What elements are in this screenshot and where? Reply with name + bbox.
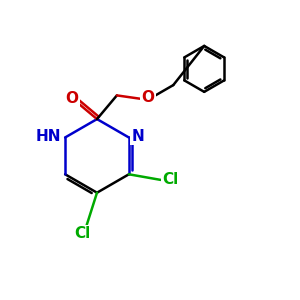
Text: N: N (131, 128, 144, 143)
Text: Cl: Cl (74, 226, 90, 241)
Text: O: O (141, 90, 154, 105)
Text: O: O (66, 91, 79, 106)
Text: HN: HN (35, 128, 61, 143)
Text: Cl: Cl (162, 172, 178, 188)
